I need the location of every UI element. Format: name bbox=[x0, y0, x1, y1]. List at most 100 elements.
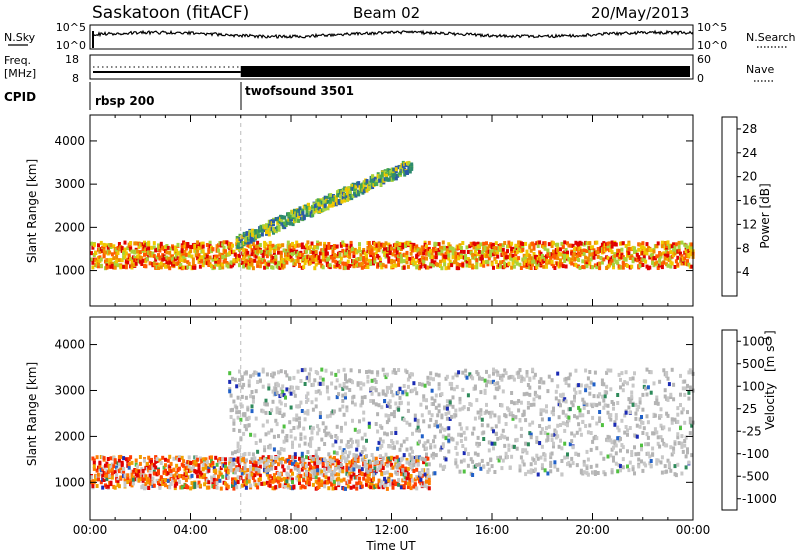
heatmap-cell bbox=[384, 413, 388, 418]
heatmap-cell bbox=[367, 369, 371, 374]
heatmap-cell bbox=[369, 485, 373, 490]
heatmap-cell bbox=[539, 408, 543, 413]
heatmap-cell bbox=[353, 427, 357, 432]
heatmap-cell bbox=[313, 461, 317, 466]
heatmap-cell bbox=[389, 169, 393, 174]
heatmap-cell bbox=[432, 455, 435, 460]
heatmap-cell bbox=[459, 459, 463, 464]
heatmap-cell bbox=[672, 248, 676, 252]
heatmap-cell bbox=[314, 397, 318, 402]
heatmap-cell bbox=[531, 367, 535, 372]
heatmap-cell bbox=[349, 244, 353, 248]
heatmap-cell bbox=[329, 200, 333, 205]
heatmap-cell bbox=[588, 370, 592, 374]
heatmap-cell bbox=[479, 390, 483, 395]
heatmap-cell bbox=[292, 417, 296, 422]
heatmap-cell bbox=[540, 466, 544, 471]
heatmap-cell bbox=[514, 243, 518, 248]
heatmap-cell bbox=[387, 478, 391, 483]
heatmap-cell bbox=[433, 471, 437, 476]
heatmap-cell bbox=[552, 241, 555, 246]
heatmap-cell bbox=[218, 252, 222, 257]
heatmap-cell bbox=[228, 389, 232, 394]
heatmap-cell bbox=[193, 481, 197, 486]
heatmap-cell bbox=[235, 405, 239, 410]
heatmap-cell bbox=[556, 384, 560, 389]
heatmap-cell bbox=[444, 255, 448, 259]
heatmap-cell bbox=[316, 243, 320, 248]
heatmap-cell bbox=[342, 382, 346, 386]
heatmap-cell bbox=[510, 249, 514, 254]
heatmap-cell bbox=[243, 466, 247, 471]
heatmap-cell bbox=[179, 263, 183, 267]
heatmap-cell bbox=[299, 436, 303, 441]
heatmap-cell bbox=[235, 477, 239, 482]
heatmap-cell bbox=[370, 391, 374, 396]
heatmap-cell bbox=[448, 400, 452, 405]
heatmap-cell bbox=[264, 410, 268, 415]
heatmap-cell bbox=[413, 261, 417, 266]
heatmap-cell bbox=[578, 427, 582, 432]
heatmap-cell bbox=[257, 259, 261, 264]
heatmap-cell bbox=[196, 483, 200, 488]
heatmap-cell bbox=[422, 397, 426, 402]
heatmap-cell bbox=[475, 398, 479, 403]
heatmap-cell bbox=[134, 241, 138, 246]
heatmap-cell bbox=[394, 426, 398, 431]
heatmap-cell bbox=[458, 407, 462, 412]
heatmap-cell bbox=[427, 240, 431, 245]
heatmap-cell bbox=[482, 430, 486, 435]
heatmap-cell bbox=[307, 480, 311, 485]
heatmap-cell bbox=[567, 418, 571, 423]
heatmap-cell bbox=[194, 459, 198, 464]
heatmap-cell bbox=[126, 473, 130, 478]
heatmap-cell bbox=[388, 399, 392, 404]
heatmap-cell bbox=[412, 459, 416, 463]
heatmap-cell bbox=[436, 262, 440, 267]
heatmap-cell bbox=[459, 433, 463, 438]
heatmap-cell bbox=[397, 258, 401, 263]
cpid-mode-2: twofsound 3501 bbox=[245, 84, 354, 98]
heatmap-cell bbox=[169, 461, 173, 466]
heatmap-cell bbox=[124, 265, 128, 270]
heatmap-cell bbox=[377, 241, 381, 246]
heatmap-cell bbox=[344, 265, 347, 270]
heatmap-cell bbox=[155, 262, 159, 267]
heatmap-cell bbox=[471, 431, 475, 436]
heatmap-cell bbox=[515, 446, 519, 451]
heatmap-cell bbox=[402, 259, 406, 264]
heatmap-cell bbox=[161, 455, 165, 460]
heatmap-cell bbox=[450, 263, 454, 268]
heatmap-cell bbox=[563, 259, 567, 263]
heatmap-cell bbox=[471, 263, 475, 268]
heatmap-cell bbox=[138, 250, 142, 255]
heatmap-cell bbox=[282, 476, 286, 481]
heatmap-cell bbox=[385, 173, 389, 178]
heatmap-cell bbox=[388, 482, 392, 487]
heatmap-cell bbox=[143, 458, 146, 463]
heatmap-cell bbox=[90, 475, 93, 480]
heatmap-cell bbox=[284, 370, 287, 375]
heatmap-cell bbox=[95, 468, 99, 473]
heatmap-cell bbox=[166, 478, 170, 483]
heatmap-cell bbox=[641, 263, 645, 267]
heatmap-cell bbox=[116, 263, 120, 268]
heatmap-cell bbox=[427, 424, 431, 429]
heatmap-cell bbox=[172, 262, 176, 267]
heatmap-cell bbox=[235, 485, 239, 490]
heatmap-cell bbox=[272, 476, 276, 481]
heatmap-cell bbox=[445, 246, 449, 250]
heatmap-cell bbox=[298, 456, 301, 461]
heatmap-cell bbox=[330, 477, 334, 482]
heatmap-cell bbox=[381, 249, 385, 254]
heatmap-cell bbox=[596, 254, 600, 259]
heatmap-cell bbox=[272, 249, 276, 253]
heatmap-cell bbox=[556, 434, 560, 439]
heatmap-cell bbox=[511, 246, 515, 251]
heatmap-cell bbox=[353, 402, 357, 407]
heatmap-cell bbox=[426, 469, 430, 474]
heatmap-cell bbox=[271, 461, 275, 466]
heatmap-cell bbox=[292, 390, 296, 394]
heatmap-cell bbox=[346, 190, 349, 195]
heatmap-cell bbox=[229, 458, 233, 463]
